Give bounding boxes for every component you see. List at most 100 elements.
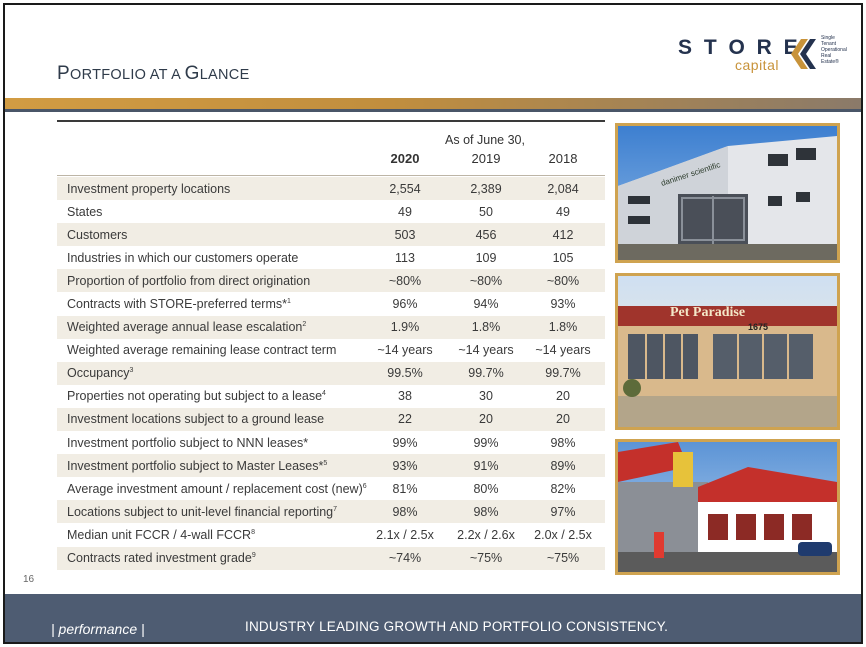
logo-tagline-line: Estate® [821,59,839,65]
row-label: Investment locations subject to a ground… [67,412,324,426]
cell-2019: ~80% [469,273,503,288]
row-label: Customers [67,228,127,242]
header-accent-bar [5,98,861,112]
slide: PORTFOLIO AT A GLANCE S T O R E capital … [3,3,863,644]
year-header-1: 2019 [471,151,501,166]
table-row: Investment property locations 2,554 2,389 2… [57,177,605,201]
cell-2018: 1.8% [548,320,578,335]
store-sign-text: Pet Paradise [670,305,745,320]
row-label: Investment property locations [67,182,230,196]
row-label-text: Properties not operating but subject to … [67,389,323,404]
cell-2020: 1.9% [390,320,420,335]
table-row: Industries in which our customers operat… [57,246,605,269]
cell-2019: 20 [479,412,493,427]
logo-tagline-line: Operational [821,47,847,53]
table-row: Occupancy3 99.5% 99.7% 99.7% [57,361,605,385]
row-label-text: Investment property locations [67,181,231,196]
footnote-marker: 6 [362,482,367,490]
row-label: Contracts rated investment grade9 [67,551,256,565]
table-row: States 49 50 49 [57,200,605,223]
cell-2018: ~14 years [535,343,591,358]
cell-2018: 20 [556,389,570,404]
title-part: P [57,63,70,84]
row-label-text: Customers [67,227,128,242]
portfolio-table: Investment property locations 2,554 2,389 2… [57,177,605,570]
row-label-text: Contracts rated investment grade [67,551,252,566]
cell-2020: ~80% [388,273,422,288]
footer-category: | performance | [51,621,145,637]
cell-2019: 50 [479,204,493,219]
cell-2018: ~80% [546,273,580,288]
cell-2019: 99% [473,435,499,450]
row-label: Proportion of portfolio from direct orig… [67,274,310,288]
cell-2018: 89% [550,458,576,473]
row-label-text: Investment locations subject to a ground… [67,412,325,427]
row-label-text: Median unit FCCR / 4-wall FCCR [67,527,252,542]
cell-2019: 80% [473,481,499,496]
table-top-rule [57,120,605,122]
cell-2020: 113 [395,250,415,265]
cell-2019: ~75% [469,551,503,566]
row-label: Median unit FCCR / 4-wall FCCR8 [67,528,255,542]
table-row: Weighted average remaining lease contrac… [57,339,605,362]
cell-2019: 91% [473,458,499,473]
cell-2018: 97% [550,504,576,519]
cell-2019: 30 [479,389,493,404]
row-label-text: Proportion of portfolio from direct orig… [67,273,311,288]
table-row: Contracts rated investment grade9 ~74% ~75… [57,546,605,570]
table-row: Proportion of portfolio from direct orig… [57,269,605,293]
cell-2020: ~14 years [377,343,433,358]
cell-2020: 99% [392,435,418,450]
footer-slogan: INDUSTRY LEADING GROWTH AND PORTFOLIO CO… [245,619,669,634]
logo-tagline: Single Tenant Operational Real Estate® [821,35,851,65]
cell-2019: ~14 years [458,343,514,358]
logo-subword: capital [735,57,779,73]
cell-2020: 96% [392,297,418,312]
footnote-marker: 7 [333,505,338,513]
table-row: Investment portfolio subject to NNN leas… [57,431,605,454]
table-row: Weighted average annual lease escalation… [57,315,605,339]
table-row: Properties not operating but subject to … [57,385,605,408]
cell-2018: 2,084 [547,181,579,196]
cell-2018: 2.0x / 2.5x [534,527,592,542]
row-label: Properties not operating but subject to … [67,389,326,403]
as-of-label: As of June 30, [445,133,525,147]
footnote-marker: 3 [129,367,134,375]
row-label: Weighted average annual lease escalation… [67,320,306,334]
photo-pet-paradise-store: Pet Paradise 1675 [615,273,840,430]
cell-2018: 98% [550,435,576,450]
cell-2019: 98% [473,504,499,519]
row-label-text: Contracts with STORE-preferred terms* [67,297,287,312]
row-label: Locations subject to unit-level financia… [67,505,337,519]
cell-2020: 49 [398,204,412,219]
page-title: PORTFOLIO AT A GLANCE [57,63,250,85]
cell-2018: 49 [556,204,570,219]
photo-office-building: danimer scientific [615,123,840,263]
cell-2020: 2.1x / 2.5x [376,527,434,542]
logo-tagline-line: Single [821,35,835,41]
store-capital-logo: S T O R E capital Single Tenant Operationa… [678,35,848,75]
cell-2020: 2,554 [389,181,421,196]
row-label-text: Investment portfolio subject to NNN leas… [67,435,309,450]
row-label: Occupancy3 [67,366,133,380]
street-number-text: 1675 [748,322,768,332]
footnote-marker: 5 [323,459,328,467]
cell-2020: 93% [392,458,418,473]
cell-2018: 82% [550,481,576,496]
row-label: Industries in which our customers operat… [67,251,298,265]
row-label-text: Locations subject to unit-level financia… [67,504,334,519]
row-label-text: Investment portfolio subject to Master L… [67,458,324,473]
logo-tagline-line: Real [821,53,832,59]
title-part: ORTFOLIO AT A [69,67,185,83]
title-part: LANCE [199,67,250,83]
cell-2018: 20 [556,412,570,427]
cell-2018: 93% [550,297,576,312]
year-header-2: 2018 [548,151,578,166]
row-label: States [67,205,102,219]
cell-2019: 109 [475,250,497,265]
cell-2018: ~75% [546,551,580,566]
cell-2020: 503 [394,227,416,242]
row-label-text: Weighted average annual lease escalation [67,320,303,335]
cell-2018: 412 [552,227,574,242]
logo-chevron-icon [791,39,816,69]
